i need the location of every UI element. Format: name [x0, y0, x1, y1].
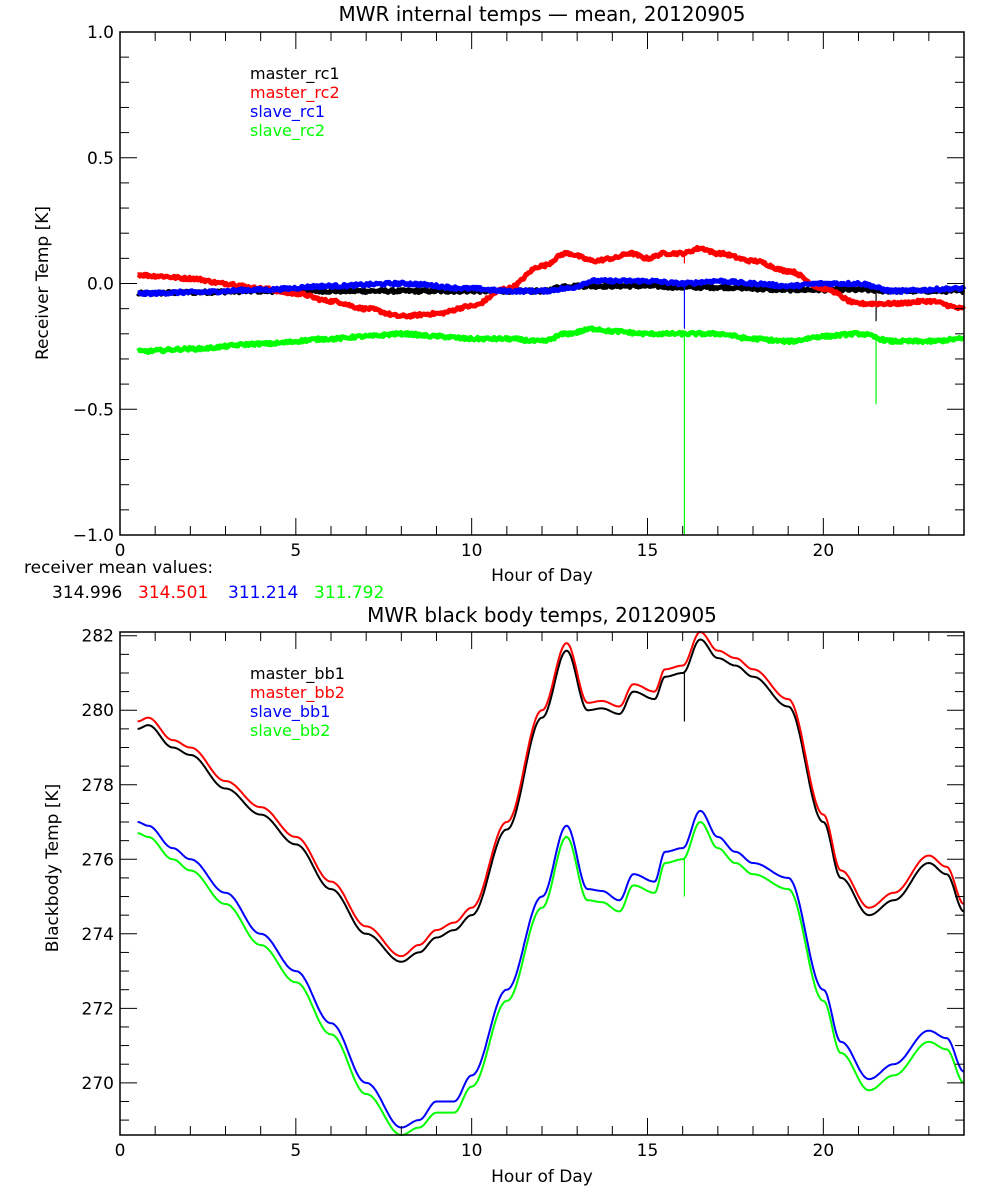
y-tick-label: 282: [82, 627, 114, 647]
line-slave_bb2: [137, 821, 965, 1136]
mean-value: 314.501: [138, 583, 208, 603]
y-tick-label: −1.0: [73, 526, 114, 546]
series-slave_bb1: [137, 809, 965, 1129]
y-tick-label: 0.0: [87, 275, 114, 295]
series-layer: [137, 631, 965, 1136]
series-master_bb1: [137, 638, 965, 963]
axes: [119, 631, 965, 1136]
y-tick-label: 274: [82, 925, 114, 945]
y-tick-label: 272: [82, 999, 114, 1019]
receiver-temps-panel: MWR internal temps — mean, 20120905 0 5 10…: [24, 2, 967, 603]
x-tick-label: 20: [813, 1141, 835, 1161]
chart-title: MWR internal temps — mean, 20120905: [338, 2, 745, 26]
y-tick-label: 0.5: [87, 149, 114, 169]
tick-labels: 0 5 10 15 20 −1.0 −0.5 0.0 0.5 1.0: [73, 23, 834, 561]
tick-labels: 0 5 10 15 20 270 272 274 276 278 280 282: [82, 627, 835, 1161]
mean-value: 311.792: [314, 583, 384, 603]
line-slave_rc2: [136, 325, 966, 355]
legend-item-master_bb2: master_bb2: [250, 683, 345, 703]
x-tick-label: 0: [115, 1141, 126, 1161]
series-layer: [135, 244, 967, 535]
x-tick-label: 15: [637, 541, 659, 561]
y-tick-label: 270: [82, 1074, 114, 1094]
series-master_bb2: [137, 631, 965, 958]
mean-value: 311.214: [228, 583, 298, 603]
y-tick-label: 276: [82, 850, 114, 870]
x-tick-label: 10: [461, 541, 483, 561]
x-tick-label: 0: [115, 541, 126, 561]
legend-item-master_rc1: master_rc1: [250, 64, 340, 84]
legend-item-slave_bb2: slave_bb2: [250, 721, 330, 741]
line-master_bb1: [137, 638, 965, 963]
x-tick-label: 5: [290, 541, 301, 561]
y-tick-label: 278: [82, 776, 114, 796]
legend-item-slave_rc2: slave_rc2: [250, 121, 325, 141]
x-tick-label: 15: [637, 1141, 659, 1161]
y-tick-label: 1.0: [87, 23, 114, 43]
line-slave_bb1: [137, 809, 965, 1129]
mean-values: 314.996 314.501 311.214 311.792: [52, 583, 384, 603]
y-axis-label: Receiver Temp [K]: [33, 206, 53, 360]
legend-item-slave_rc1: slave_rc1: [250, 102, 325, 122]
plot-frame: [119, 631, 965, 1136]
line-slave_rc1: [136, 277, 967, 298]
x-axis-label: Hour of Day: [491, 1167, 593, 1187]
x-tick-label: 5: [290, 1141, 301, 1161]
series-slave_rc1: [136, 277, 967, 329]
y-tick-label: 280: [82, 701, 114, 721]
mean-values-label: receiver mean values:: [24, 558, 213, 578]
legend-item-master_rc2: master_rc2: [250, 83, 340, 103]
legend-item-master_bb1: master_bb1: [250, 664, 345, 684]
blackbody-temps-panel: MWR black body temps, 20120905 0 5 10 15 20 2…: [43, 603, 965, 1187]
x-axis-label: Hour of Day: [491, 566, 593, 586]
legend-item-slave_bb1: slave_bb1: [250, 702, 330, 722]
y-axis-label: Blackbody Temp [K]: [43, 784, 63, 953]
x-tick-label: 10: [461, 1141, 483, 1161]
mean-value: 314.996: [52, 583, 122, 603]
series-slave_rc2: [136, 325, 966, 535]
x-tick-label: 20: [813, 541, 835, 561]
line-master_bb2: [137, 631, 965, 958]
axes: [119, 31, 965, 536]
y-tick-label: −0.5: [73, 400, 114, 420]
chart-title: MWR black body temps, 20120905: [367, 603, 717, 627]
series-slave_bb2: [137, 821, 965, 1136]
